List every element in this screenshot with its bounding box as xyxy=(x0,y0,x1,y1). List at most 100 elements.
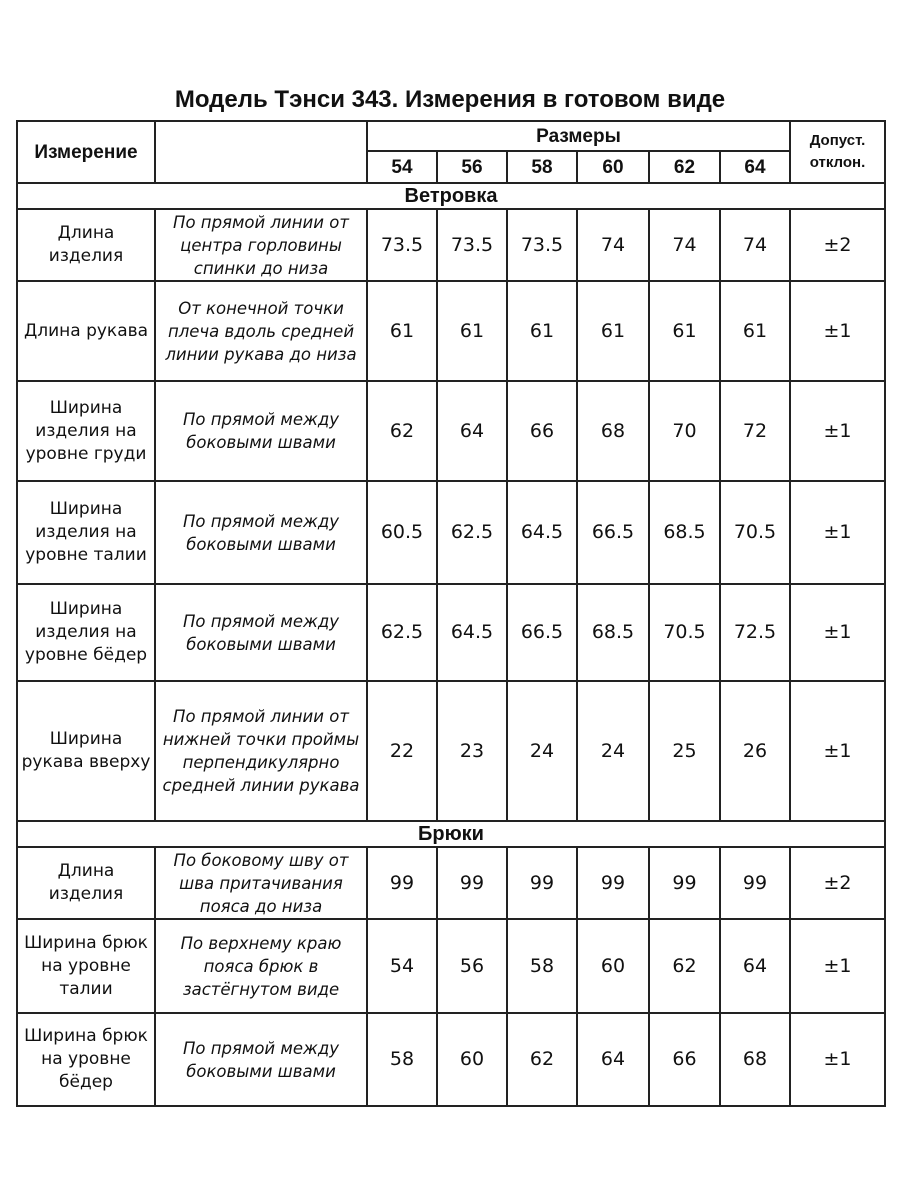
size-value: 61 xyxy=(576,280,650,382)
size-value: 73.5 xyxy=(506,208,578,282)
table-row: Ширина брюк на уровне талии По верхнему к… xyxy=(16,918,886,1014)
tolerance-value: ±1 xyxy=(789,280,886,382)
header-sizes: Размеры xyxy=(366,120,791,152)
size-value: 61 xyxy=(719,280,791,382)
size-value: 22 xyxy=(366,680,438,822)
tolerance-value: ±1 xyxy=(789,1012,886,1107)
measurement-name: Ширина изделия на уровне груди xyxy=(16,380,156,482)
measurement-description: По прямой между боковыми швами xyxy=(154,583,368,682)
section-title: Ветровка xyxy=(16,182,886,210)
size-header: 62 xyxy=(648,150,721,184)
size-value: 60 xyxy=(576,918,650,1014)
size-value: 99 xyxy=(366,846,438,920)
size-value: 99 xyxy=(576,846,650,920)
measurement-description: По прямой линии от нижней точки проймы п… xyxy=(154,680,368,822)
size-value: 25 xyxy=(648,680,721,822)
measurement-description: По прямой линии от центра горловины спин… xyxy=(154,208,368,282)
header-measurement: Измерение xyxy=(16,120,156,184)
size-value: 99 xyxy=(506,846,578,920)
size-value: 23 xyxy=(436,680,508,822)
measurement-name: Ширина изделия на уровне талии xyxy=(16,480,156,585)
measurement-name: Длина изделия xyxy=(16,846,156,920)
measurement-name: Ширина рукава вверху xyxy=(16,680,156,822)
measurement-name: Ширина брюк на уровне бёдер xyxy=(16,1012,156,1107)
size-value: 58 xyxy=(366,1012,438,1107)
size-value: 58 xyxy=(506,918,578,1014)
size-header: 56 xyxy=(436,150,508,184)
size-value: 54 xyxy=(366,918,438,1014)
measurement-name: Ширина изделия на уровне бёдер xyxy=(16,583,156,682)
size-value: 60 xyxy=(436,1012,508,1107)
size-value: 64 xyxy=(719,918,791,1014)
size-value: 62.5 xyxy=(366,583,438,682)
tolerance-value: ±1 xyxy=(789,380,886,482)
measurement-description: От конечной точки плеча вдоль средней ли… xyxy=(154,280,368,382)
measurement-description: По боковому шву от шва притачивания пояс… xyxy=(154,846,368,920)
size-value: 61 xyxy=(648,280,721,382)
size-value: 62 xyxy=(648,918,721,1014)
size-value: 64 xyxy=(436,380,508,482)
size-value: 61 xyxy=(506,280,578,382)
section-row: Брюки xyxy=(16,820,886,848)
table-row: Ширина рукава вверху По прямой линии от н… xyxy=(16,680,886,822)
size-value: 68 xyxy=(576,380,650,482)
size-value: 24 xyxy=(576,680,650,822)
table-row: Ширина брюк на уровне бёдер По прямой меж… xyxy=(16,1012,886,1107)
header-tolerance: Допуст. отклон. xyxy=(789,120,886,184)
size-value: 60.5 xyxy=(366,480,438,585)
size-value: 99 xyxy=(719,846,791,920)
size-value: 64 xyxy=(576,1012,650,1107)
size-value: 73.5 xyxy=(366,208,438,282)
tolerance-value: ±1 xyxy=(789,680,886,822)
size-value: 66.5 xyxy=(506,583,578,682)
size-value: 99 xyxy=(436,846,508,920)
size-header: 58 xyxy=(506,150,578,184)
tolerance-value: ±1 xyxy=(789,480,886,585)
page-title: Модель Тэнси 343. Измерения в готовом ви… xyxy=(174,86,726,113)
size-value: 61 xyxy=(366,280,438,382)
size-value: 68 xyxy=(719,1012,791,1107)
size-value: 66 xyxy=(506,380,578,482)
size-value: 73.5 xyxy=(436,208,508,282)
measurement-name: Ширина брюк на уровне талии xyxy=(16,918,156,1014)
size-value: 66 xyxy=(648,1012,721,1107)
size-value: 62 xyxy=(366,380,438,482)
header-description xyxy=(154,120,368,184)
size-value: 26 xyxy=(719,680,791,822)
tolerance-value: ±1 xyxy=(789,583,886,682)
size-header: 60 xyxy=(576,150,650,184)
measurement-description: По верхнему краю пояса брюк в застёгнуто… xyxy=(154,918,368,1014)
size-value: 72 xyxy=(719,380,791,482)
size-value: 74 xyxy=(576,208,650,282)
size-value: 24 xyxy=(506,680,578,822)
table-row: Длина изделия По боковому шву от шва прит… xyxy=(16,846,886,920)
size-value: 64.5 xyxy=(436,583,508,682)
size-value: 68.5 xyxy=(648,480,721,585)
table-row: Ширина изделия на уровне бёдер По прямой … xyxy=(16,583,886,682)
size-value: 70 xyxy=(648,380,721,482)
tolerance-value: ±2 xyxy=(789,846,886,920)
size-value: 70.5 xyxy=(648,583,721,682)
measurement-name: Длина рукава xyxy=(16,280,156,382)
size-value: 72.5 xyxy=(719,583,791,682)
measurement-description: По прямой между боковыми швами xyxy=(154,380,368,482)
table-row: Длина изделия По прямой линии от центра г… xyxy=(16,208,886,282)
size-value: 68.5 xyxy=(576,583,650,682)
measurements-table: Измерение Размеры Допуст. отклон. 54 56 58… xyxy=(16,120,886,1107)
table-row: Ширина изделия на уровне груди По прямой … xyxy=(16,380,886,482)
size-header: 54 xyxy=(366,150,438,184)
size-value: 56 xyxy=(436,918,508,1014)
measurement-name: Длина изделия xyxy=(16,208,156,282)
size-value: 61 xyxy=(436,280,508,382)
table-row: Длина рукава От конечной точки плеча вдол… xyxy=(16,280,886,382)
size-value: 62.5 xyxy=(436,480,508,585)
size-value: 74 xyxy=(719,208,791,282)
table-row: Ширина изделия на уровне талии По прямой … xyxy=(16,480,886,585)
measurement-description: По прямой между боковыми швами xyxy=(154,480,368,585)
size-value: 64.5 xyxy=(506,480,578,585)
size-value: 62 xyxy=(506,1012,578,1107)
measurement-description: По прямой между боковыми швами xyxy=(154,1012,368,1107)
tolerance-value: ±1 xyxy=(789,918,886,1014)
section-title: Брюки xyxy=(16,820,886,848)
tolerance-value: ±2 xyxy=(789,208,886,282)
